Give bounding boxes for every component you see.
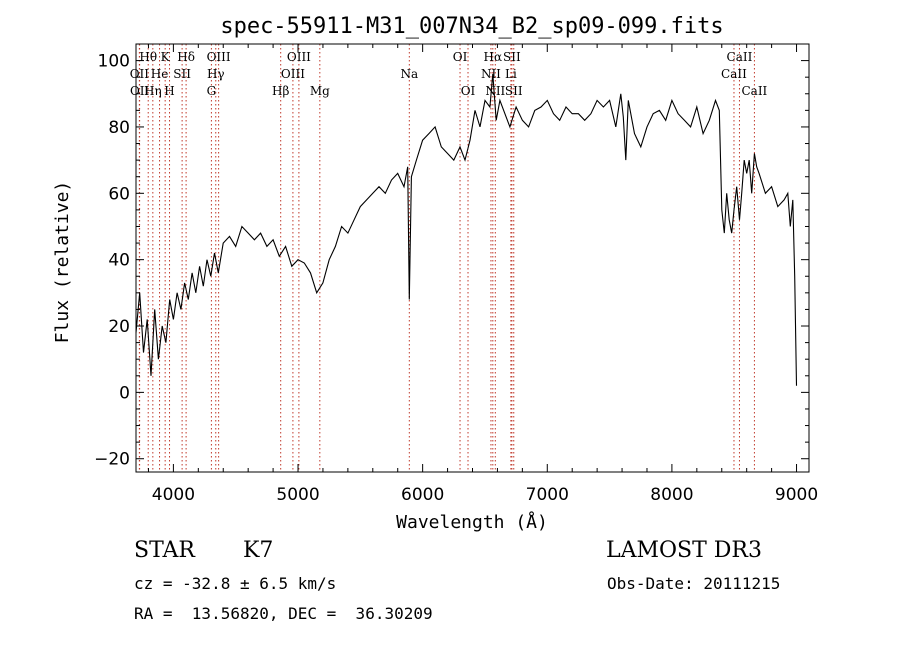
- class-label: STAR: [134, 538, 195, 563]
- spectral-line-label: Li: [505, 67, 517, 81]
- y-tick-label: 20: [108, 317, 130, 337]
- y-tick-label: 100: [98, 52, 130, 72]
- spectral-line-label: Hδ: [177, 50, 195, 64]
- spectral-line-label: OII: [130, 67, 150, 81]
- x-tick-label: 6000: [401, 485, 444, 505]
- x-tick-label: 4000: [152, 485, 195, 505]
- chart-title: spec-55911-M31_007N34_B2_sp09-099.fits: [220, 14, 723, 39]
- obs-date-text: Obs-Date: 20111215: [607, 574, 781, 593]
- redshift-text: cz = -32.8 ± 6.5 km/s: [134, 574, 337, 593]
- x-tick-label: 7000: [526, 485, 569, 505]
- x-tick-label: 8000: [650, 485, 693, 505]
- y-tick-label: 40: [108, 251, 130, 271]
- y-axis-label: Flux (relative): [52, 181, 73, 344]
- spectral-line-label: SII: [503, 50, 521, 64]
- y-tick-label: 0: [119, 383, 130, 403]
- spectral-line-label: OI: [453, 50, 468, 64]
- spectral-line-label: Hγ: [207, 67, 225, 81]
- spectral-line-label: NII: [481, 67, 501, 81]
- spectral-line-label: OIII: [281, 67, 305, 81]
- y-tick-label: −20: [94, 450, 130, 470]
- spectral-line-label: CaII: [727, 50, 753, 64]
- spectral-line-label: Hβ: [272, 84, 289, 98]
- x-axis-ticks: 4000 5000 6000 7000 8000 9000: [147, 44, 818, 505]
- coordinates-text: RA = 13.56820, DEC = 36.30209: [134, 604, 433, 623]
- spectral-line-label: SII: [173, 67, 191, 81]
- spectral-line-label: Na: [400, 67, 418, 81]
- y-tick-label: 60: [108, 184, 130, 204]
- spectral-line-label: Hθ: [139, 50, 157, 64]
- spectral-line-label: OII: [130, 84, 150, 98]
- spectral-line-label: OIII: [207, 50, 231, 64]
- spectral-line-label: Mg: [310, 84, 330, 98]
- y-tick-label: 80: [108, 118, 130, 138]
- x-tick-label: 9000: [775, 485, 818, 505]
- spectral-line-label: Hα: [484, 50, 503, 64]
- spectral-line-label: He: [151, 67, 169, 81]
- spectral-line-label: H: [164, 84, 174, 98]
- subclass-label: K7: [243, 538, 274, 563]
- x-axis-label: Wavelength (Å): [396, 511, 548, 533]
- spectral-line-label: CaII: [721, 67, 747, 81]
- spectral-line-markers: [138, 44, 755, 472]
- y-axis-ticks: −20 0 20 40 60 80 100: [94, 52, 809, 470]
- spectral-line-label: NII: [485, 84, 505, 98]
- spectral-line-label: OI: [461, 84, 476, 98]
- spectral-line-label: OIII: [287, 50, 311, 64]
- spectral-line-label: SII: [505, 84, 523, 98]
- x-tick-label: 5000: [276, 485, 319, 505]
- spectral-line-label: G: [207, 84, 217, 98]
- spectral-line-label: K: [161, 50, 171, 64]
- spectral-line-label: CaII: [741, 84, 767, 98]
- plot-frame: [135, 43, 810, 473]
- survey-label: LAMOST DR3: [606, 538, 762, 563]
- flux-series-line: [135, 73, 798, 386]
- spectral-line-label: Hη: [144, 84, 162, 98]
